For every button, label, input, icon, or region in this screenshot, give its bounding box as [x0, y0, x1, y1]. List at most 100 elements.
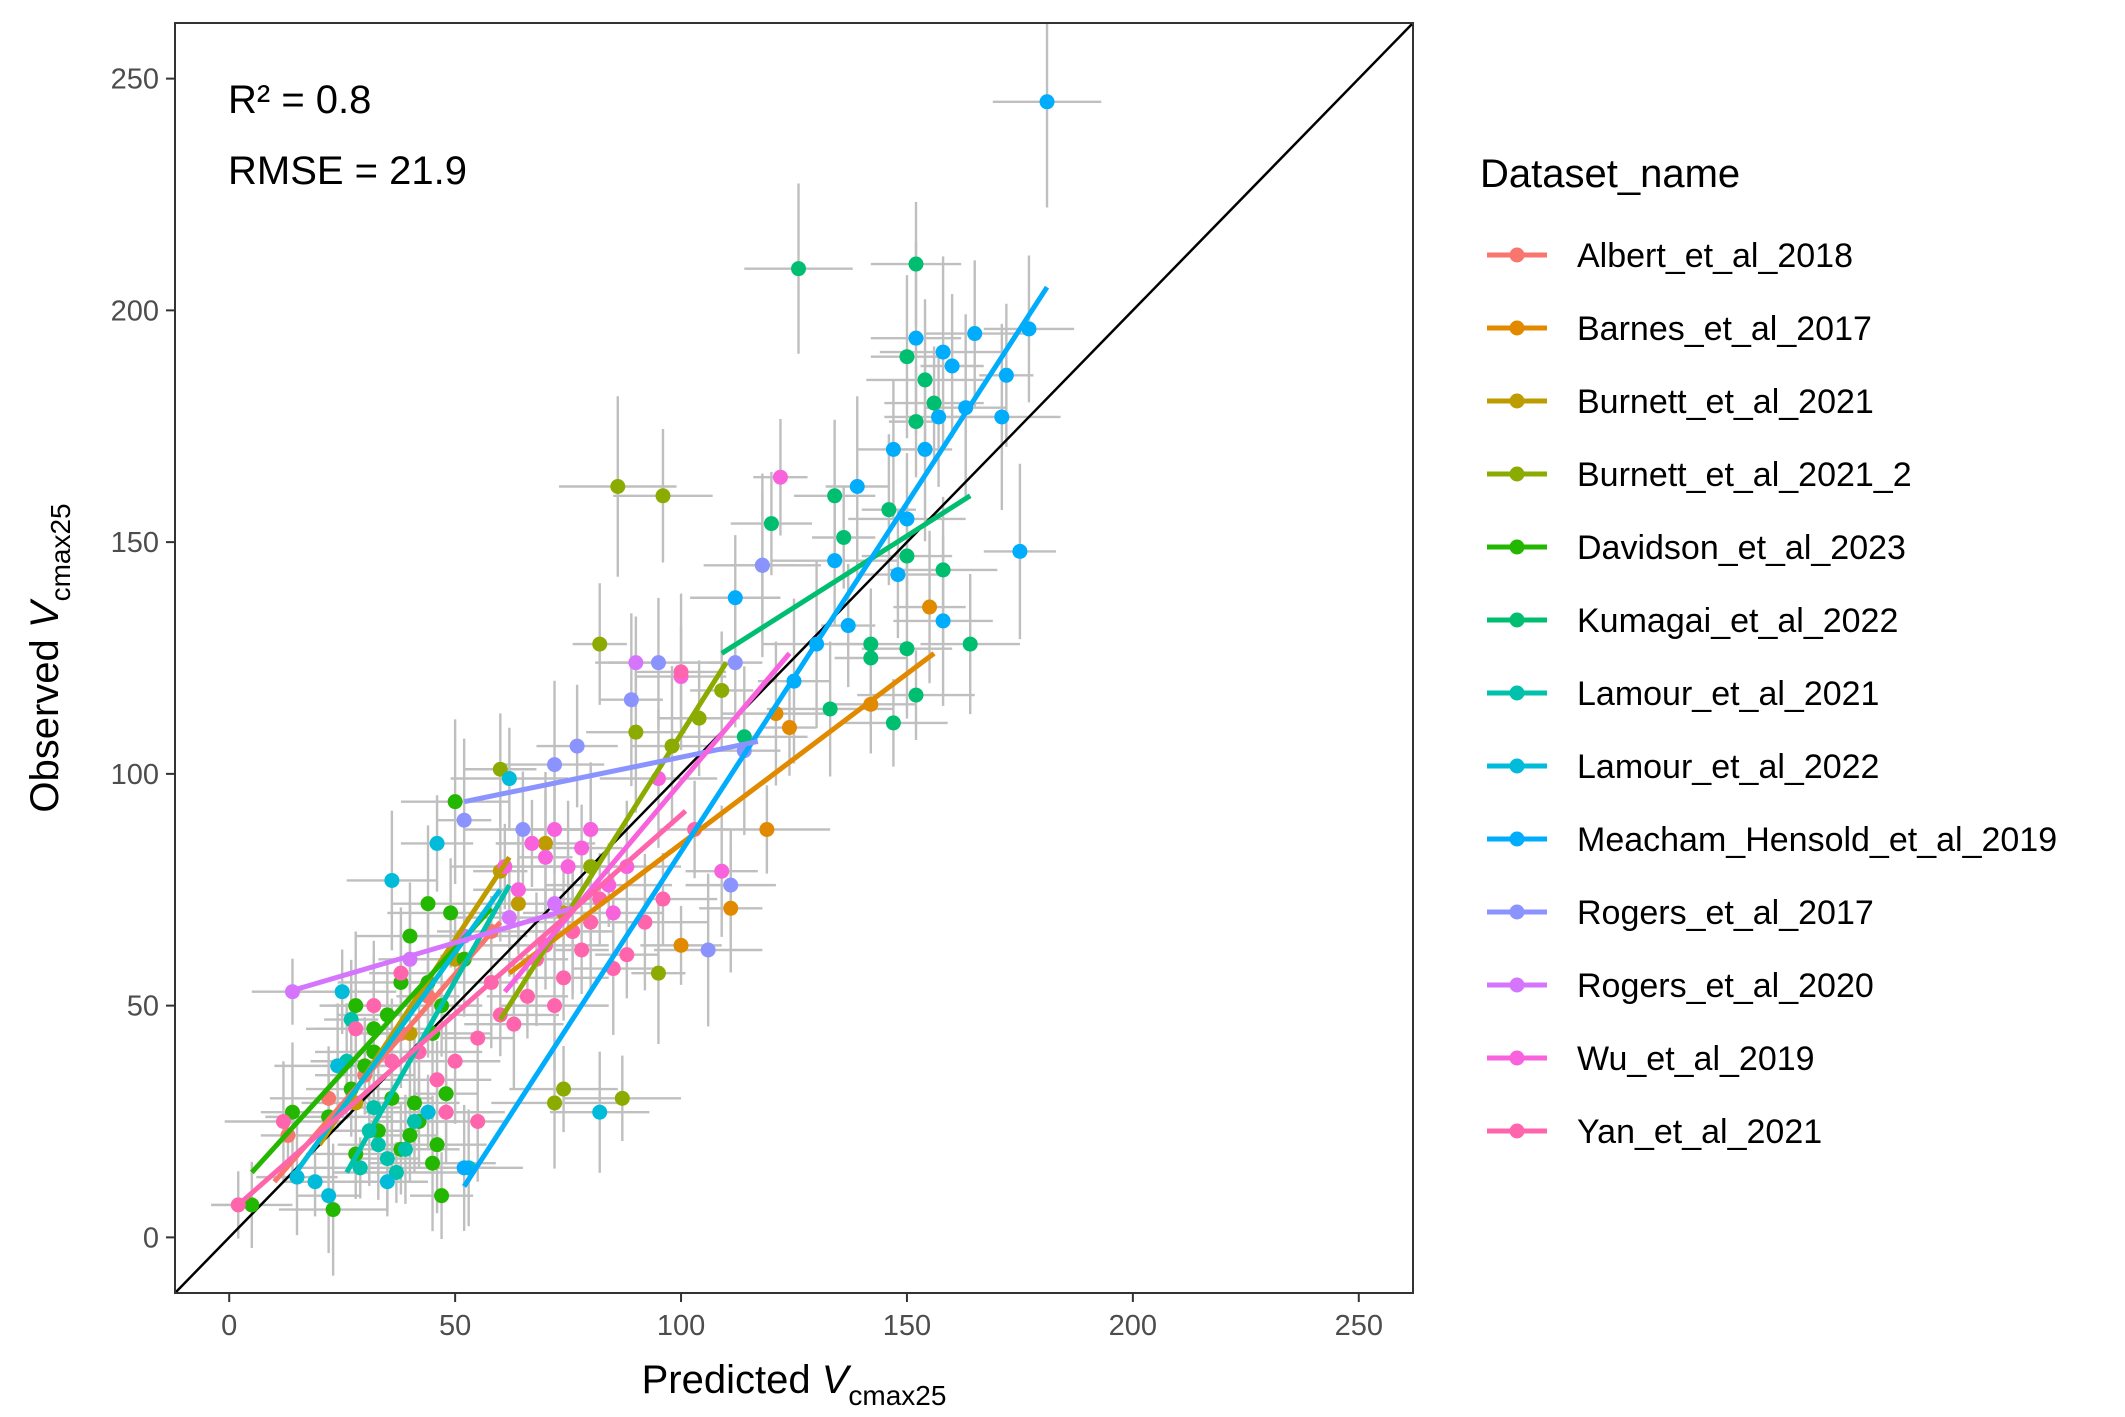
point-davidson-et-al-2023 [434, 1188, 450, 1204]
legend-key-point [1509, 758, 1525, 774]
point-yan-et-al-2021 [574, 942, 590, 958]
point-kumagai-et-al-2022 [827, 488, 843, 504]
point-wu-et-al-2019 [714, 863, 730, 879]
point-wu-et-al-2019 [583, 821, 599, 837]
point-rogers-et-al-2017 [723, 877, 739, 893]
point-davidson-et-al-2023 [406, 1095, 422, 1111]
point-yan-et-al-2021 [583, 914, 599, 930]
point-meacham-hensold-et-al-2019 [890, 567, 906, 583]
point-wu-et-al-2019 [537, 849, 553, 865]
point-burnett-et-al-2021-2 [714, 682, 730, 698]
point-burnett-et-al-2021-2 [547, 1095, 563, 1111]
x-tick-label: 0 [221, 1310, 237, 1342]
point-wu-et-al-2019 [574, 840, 590, 856]
point-rogers-et-al-2017 [754, 557, 770, 573]
point-kumagai-et-al-2022 [962, 636, 978, 652]
point-kumagai-et-al-2022 [908, 414, 924, 430]
point-burnett-et-al-2021-2 [492, 761, 508, 777]
point-barnes-et-al-2017 [723, 900, 739, 916]
legend-label: Rogers_et_al_2020 [1577, 967, 1874, 1005]
point-kumagai-et-al-2022 [736, 729, 752, 745]
x-axis-title-main: Predicted [642, 1358, 822, 1402]
point-meacham-hensold-et-al-2019 [1039, 94, 1055, 110]
legend-key-point [1509, 1123, 1525, 1139]
point-burnett-et-al-2021-2 [610, 479, 626, 495]
point-kumagai-et-al-2022 [926, 395, 942, 411]
point-lamour-et-al-2022 [384, 872, 400, 888]
legend-label: Albert_et_al_2018 [1577, 237, 1853, 275]
point-wu-et-al-2019 [510, 882, 526, 898]
fit-line-meacham-hensold-et-al-2019 [462, 285, 1050, 1188]
point-lamour-et-al-2021 [388, 1164, 404, 1180]
point-davidson-et-al-2023 [402, 928, 418, 944]
y-axis-ticks: 0 50 100 150 200 250 [111, 64, 175, 1254]
point-meacham-hensold-et-al-2019 [935, 613, 951, 629]
point-kumagai-et-al-2022 [935, 562, 951, 578]
legend-key-point [1509, 831, 1525, 847]
legend-label: Yan_et_al_2021 [1577, 1113, 1822, 1151]
legend-key-point [1509, 320, 1525, 336]
legend-item-lamour-et-al-2021: Lamour_et_al_2021 [1487, 675, 1879, 713]
point-meacham-hensold-et-al-2019 [885, 441, 901, 457]
y-tick-label: 150 [111, 527, 159, 559]
x-tick-label: 200 [1109, 1310, 1157, 1342]
legend-key-point [1509, 466, 1525, 482]
point-lamour-et-al-2021 [366, 1100, 382, 1116]
point-kumagai-et-al-2022 [863, 636, 879, 652]
point-burnett-et-al-2021-2 [655, 488, 671, 504]
point-yan-et-al-2021 [348, 1021, 364, 1037]
point-barnes-et-al-2017 [673, 937, 689, 953]
point-davidson-et-al-2023 [425, 1155, 441, 1171]
legend-label: Burnett_et_al_2021_2 [1577, 456, 1912, 494]
y-tick-label: 50 [127, 991, 159, 1023]
point-wu-et-al-2019 [560, 859, 576, 875]
legend-item-rogers-et-al-2020: Rogers_et_al_2020 [1487, 967, 1874, 1005]
point-meacham-hensold-et-al-2019 [931, 409, 947, 425]
point-rogers-et-al-2020 [501, 910, 517, 926]
point-lamour-et-al-2021 [379, 1151, 395, 1167]
y-axis-title-sub: cmax25 [45, 503, 76, 601]
legend-label: Davidson_et_al_2023 [1577, 529, 1906, 567]
point-yan-et-al-2021 [556, 970, 572, 986]
legend: Albert_et_al_2018 Barnes_et_al_2017 Burnet… [1487, 237, 2057, 1151]
point-davidson-et-al-2023 [420, 896, 436, 912]
point-barnes-et-al-2017 [781, 720, 797, 736]
point-barnes-et-al-2017 [759, 821, 775, 837]
fit-line-kumagai-et-al-2022 [720, 493, 972, 656]
point-lamour-et-al-2021 [406, 1114, 422, 1130]
point-lamour-et-al-2022 [307, 1174, 323, 1190]
point-rogers-et-al-2017 [650, 655, 666, 671]
point-davidson-et-al-2023 [402, 1127, 418, 1143]
point-lamour-et-al-2021 [370, 1137, 386, 1153]
point-kumagai-et-al-2022 [899, 349, 915, 365]
point-meacham-hensold-et-al-2019 [998, 367, 1014, 383]
point-wu-et-al-2019 [605, 905, 621, 921]
point-burnett-et-al-2021-2 [592, 636, 608, 652]
legend-item-burnett-et-al-2021-2: Burnett_et_al_2021_2 [1487, 456, 1912, 494]
point-meacham-hensold-et-al-2019 [827, 553, 843, 569]
point-davidson-et-al-2023 [429, 1137, 445, 1153]
point-yan-et-al-2021 [470, 1114, 486, 1130]
point-meacham-hensold-et-al-2019 [917, 441, 933, 457]
point-lamour-et-al-2022 [330, 1058, 346, 1074]
legend-item-albert-et-al-2018: Albert_et_al_2018 [1487, 237, 1853, 275]
point-rogers-et-al-2017 [515, 821, 531, 837]
fit-line-barnes-et-al-2017 [507, 651, 936, 976]
fit-line-rogers-et-al-2020 [287, 905, 574, 995]
x-axis-title: Predicted Vcmax25 [642, 1358, 947, 1411]
point-kumagai-et-al-2022 [917, 372, 933, 388]
point-davidson-et-al-2023 [325, 1202, 341, 1218]
point-davidson-et-al-2023 [284, 1104, 300, 1120]
point-yan-et-al-2021 [619, 947, 635, 963]
point-yan-et-al-2021 [275, 1114, 291, 1130]
point-kumagai-et-al-2022 [885, 715, 901, 731]
legend-item-wu-et-al-2019: Wu_et_al_2019 [1487, 1040, 1815, 1078]
legend-item-meacham-hensold-et-al-2019: Meacham_Hensold_et_al_2019 [1487, 821, 2057, 859]
point-meacham-hensold-et-al-2019 [944, 358, 960, 374]
x-tick-label: 50 [439, 1310, 471, 1342]
point-kumagai-et-al-2022 [822, 701, 838, 717]
point-lamour-et-al-2021 [352, 1160, 368, 1176]
y-tick-label: 100 [111, 759, 159, 791]
y-axis-title-main: Observed [23, 628, 67, 813]
point-wu-et-al-2019 [772, 469, 788, 485]
